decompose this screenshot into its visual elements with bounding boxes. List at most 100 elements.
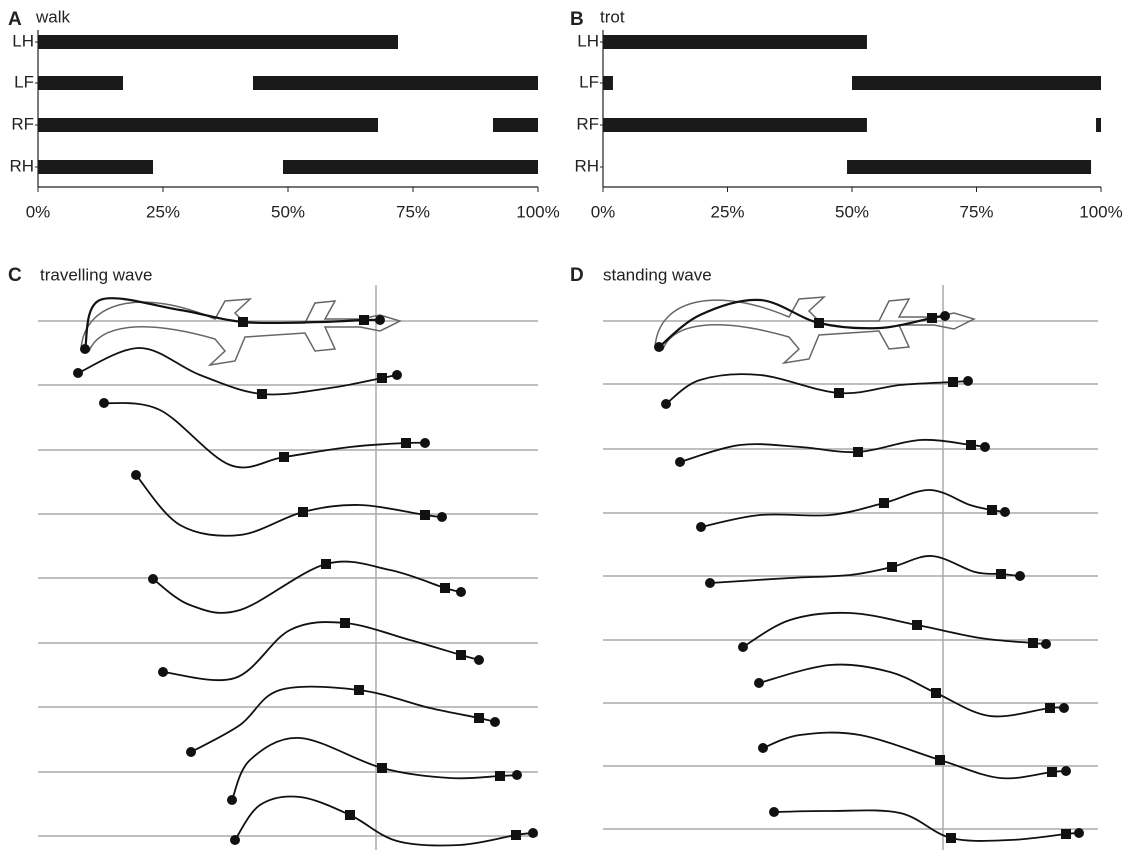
panel-label: B [570,9,584,30]
x-tick-label: 75% [959,202,993,221]
joint-square [853,447,863,457]
stance-bar [847,160,1092,174]
panel-label: A [8,9,22,30]
joint-square [440,583,450,593]
spine-curve [83,297,381,350]
spine-curve [231,737,518,801]
joint-circle [1059,703,1069,713]
joint-circle [1015,571,1025,581]
panel-title: trot [600,7,625,26]
joint-circle [230,835,240,845]
joint-circle [528,828,538,838]
y-tick-label: RH [574,156,599,175]
joint-circle [186,747,196,757]
y-tick-label: LH [12,31,34,50]
stance-bar [283,160,538,174]
joint-square [420,510,430,520]
panel-title: standing wave [603,265,712,284]
joint-square [257,389,267,399]
spine-curve [773,809,1080,842]
spine-curve [135,474,443,537]
spine-curve [658,298,946,348]
joint-circle [940,311,950,321]
joint-square [354,685,364,695]
spine-curve [152,560,462,614]
stance-bar [38,76,123,90]
joint-circle [131,470,141,480]
panel-label: D [570,265,584,286]
joint-circle [420,438,430,448]
y-tick-label: LH [577,31,599,50]
joint-square [377,763,387,773]
joint-square [401,438,411,448]
spine-curve [700,489,1006,528]
x-tick-label: 100% [516,202,559,221]
joint-square [946,833,956,843]
joint-circle [754,678,764,688]
stance-bar [493,118,538,132]
joint-square [511,830,521,840]
joint-square [1045,703,1055,713]
joint-square [298,507,308,517]
stance-bar [852,76,1101,90]
y-tick-label: RF [576,114,599,133]
joint-square [1028,638,1038,648]
joint-circle [80,344,90,354]
joint-circle [490,717,500,727]
joint-circle [1041,639,1051,649]
joint-circle [661,399,671,409]
x-tick-label: 25% [710,202,744,221]
joint-circle [456,587,466,597]
spine-curve [103,402,426,469]
joint-circle [705,578,715,588]
joint-circle [696,522,706,532]
joint-circle [1061,766,1071,776]
spine-curve [190,685,496,753]
joint-square [359,315,369,325]
joint-circle [654,342,664,352]
y-tick-label: LF [579,72,599,91]
panel-title: walk [35,7,71,26]
x-tick-label: 50% [271,202,305,221]
joint-circle [227,795,237,805]
joint-square [935,755,945,765]
x-tick-label: 50% [835,202,869,221]
joint-square [966,440,976,450]
joint-circle [963,376,973,386]
joint-circle [148,574,158,584]
body-outline [80,298,403,367]
joint-circle [1074,828,1084,838]
joint-square [238,317,248,327]
stance-bar [38,35,398,49]
joint-square [340,618,350,628]
x-tick-label: 75% [396,202,430,221]
joint-circle [769,807,779,817]
spine-curve [162,621,480,682]
joint-square [474,713,484,723]
spine-curve [665,373,969,405]
joint-square [879,498,889,508]
joint-square [345,810,355,820]
joint-square [887,562,897,572]
joint-square [495,771,505,781]
joint-circle [758,743,768,753]
joint-circle [474,655,484,665]
y-tick-label: RH [9,156,34,175]
joint-circle [73,368,83,378]
joint-circle [99,398,109,408]
joint-circle [375,315,385,325]
joint-square [996,569,1006,579]
spine-curve [234,795,534,847]
x-tick-label: 0% [26,202,51,221]
spine-curve [742,611,1047,648]
joint-circle [980,442,990,452]
spine-curve [758,663,1065,718]
joint-square [814,318,824,328]
joint-circle [437,512,447,522]
stance-bar [253,76,538,90]
stance-bar [603,76,613,90]
y-tick-label: LF [14,72,34,91]
joint-circle [512,770,522,780]
joint-square [987,505,997,515]
